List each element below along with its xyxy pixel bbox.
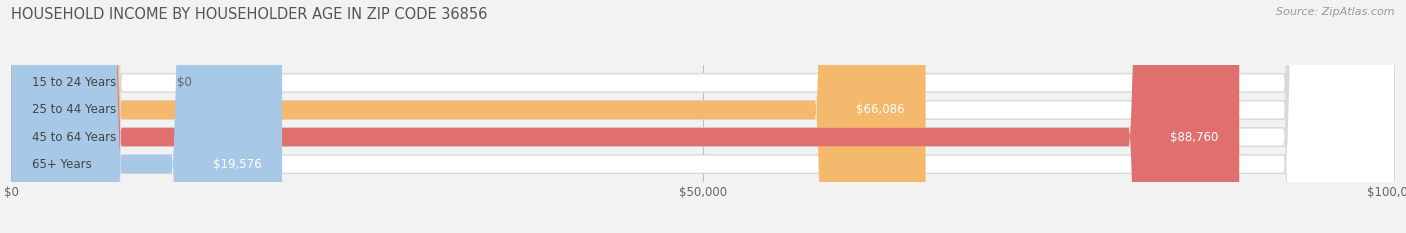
Text: HOUSEHOLD INCOME BY HOUSEHOLDER AGE IN ZIP CODE 36856: HOUSEHOLD INCOME BY HOUSEHOLDER AGE IN Z… <box>11 7 488 22</box>
Text: 25 to 44 Years: 25 to 44 Years <box>32 103 117 116</box>
FancyBboxPatch shape <box>11 0 925 233</box>
FancyBboxPatch shape <box>11 0 1395 233</box>
Text: $0: $0 <box>177 76 193 89</box>
Text: $88,760: $88,760 <box>1170 130 1219 144</box>
Text: 45 to 64 Years: 45 to 64 Years <box>32 130 117 144</box>
Text: $19,576: $19,576 <box>212 158 262 171</box>
Text: 65+ Years: 65+ Years <box>32 158 91 171</box>
FancyBboxPatch shape <box>11 0 1395 233</box>
Text: 15 to 24 Years: 15 to 24 Years <box>32 76 117 89</box>
Text: $66,086: $66,086 <box>856 103 905 116</box>
FancyBboxPatch shape <box>11 0 1395 233</box>
FancyBboxPatch shape <box>11 0 1239 233</box>
FancyBboxPatch shape <box>11 0 1395 233</box>
FancyBboxPatch shape <box>11 0 283 233</box>
Text: Source: ZipAtlas.com: Source: ZipAtlas.com <box>1277 7 1395 17</box>
